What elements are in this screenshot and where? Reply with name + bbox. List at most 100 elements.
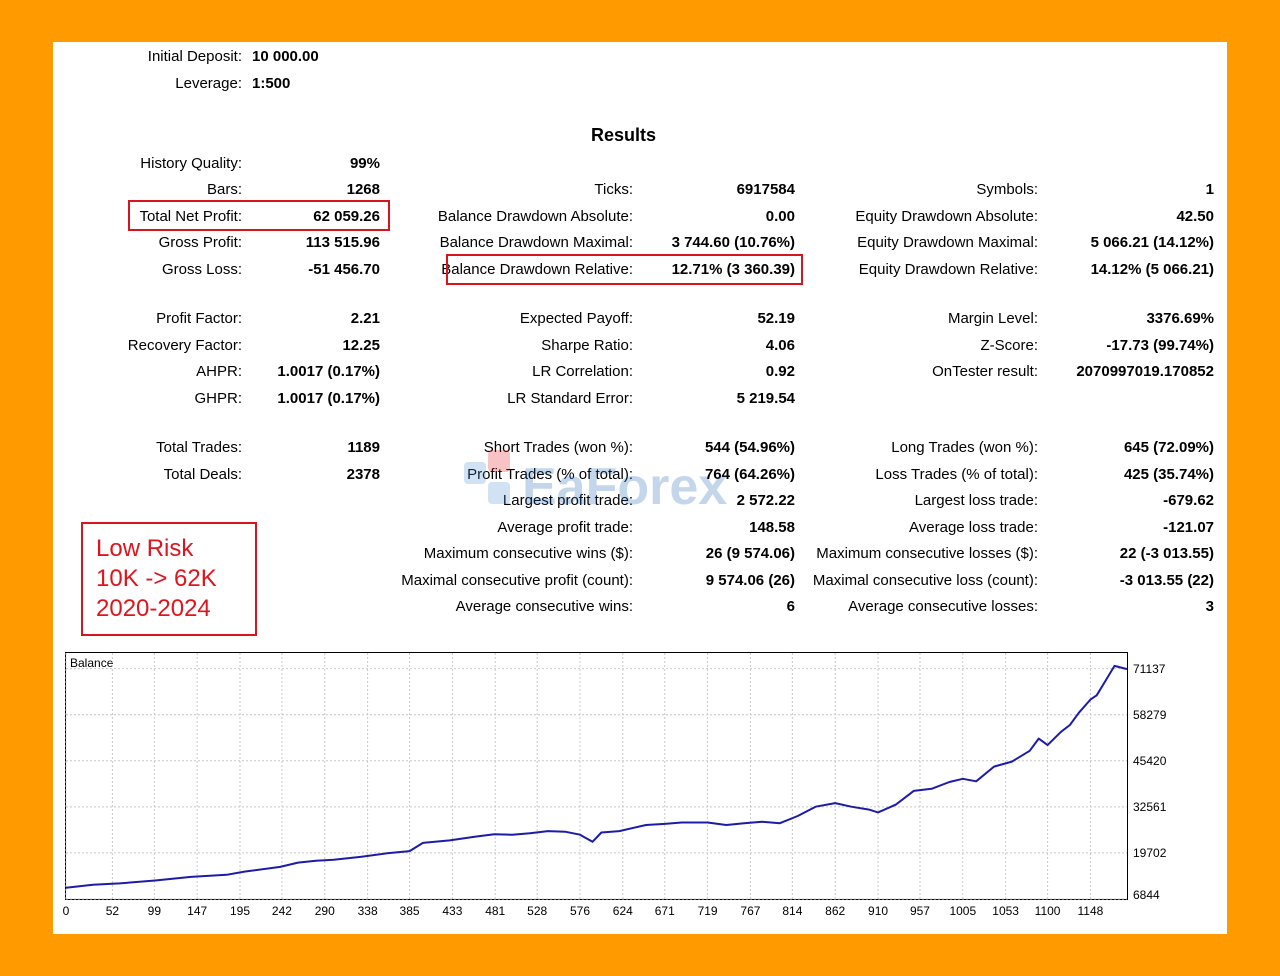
initial-deposit-value: 10 000.00 [252,48,319,65]
stat-value: 425 (35.74%) [1123,466,1214,483]
initial-deposit-label: Initial Deposit: [147,48,242,65]
stat-value: 544 (54.96%) [704,439,795,456]
stat-label: History Quality: [140,155,242,172]
stat-value: 6917584 [736,181,795,198]
stat-label: Average loss trade: [909,519,1038,536]
net-profit-highlight [128,200,390,231]
stat-value: 4.06 [765,337,795,354]
stat-label: GHPR: [194,390,242,407]
stat-label: Loss Trades (% of total): [875,466,1038,483]
y-tick-label: 71137 [1133,661,1166,676]
x-tick-label: 52 [105,904,120,918]
x-tick-label: 481 [485,904,506,918]
stat-value: 6 [786,598,795,615]
stat-label: OnTester result: [932,363,1038,380]
stat-value: 113 515.96 [305,234,380,251]
stat-label: Bars: [206,181,242,198]
stat-label: Maximum consecutive losses ($): [816,545,1038,562]
y-tick-label: 6844 [1133,888,1160,902]
x-tick-label: 528 [527,904,548,918]
stat-label: Ticks: [594,181,633,198]
stat-value: -51 456.70 [308,261,380,278]
stat-label: Maximum consecutive wins ($): [423,545,633,562]
stat-label: Total Net Profit: [139,208,242,225]
x-tick-label: 99 [147,904,162,918]
stat-label: Symbols: [976,181,1038,198]
stat-value: 99% [349,155,380,172]
x-tick-label: 385 [399,904,420,918]
x-tick-label: 242 [271,904,292,918]
stat-value: 52.19 [757,310,795,327]
stat-value: 1.0017 (0.17%) [277,363,380,380]
x-tick-label: 147 [187,904,208,918]
stat-value: 2 572.22 [736,492,795,509]
stat-label: LR Standard Error: [507,390,633,407]
x-tick-label: 433 [442,904,463,918]
stat-label: Long Trades (won %): [891,439,1038,456]
x-tick-label: 957 [909,904,930,918]
stat-label: Balance Drawdown Maximal: [439,234,633,251]
stat-value: 3376.69% [1146,310,1214,327]
stat-label: Equity Drawdown Relative: [858,261,1038,278]
x-tick-label: 1005 [949,904,977,918]
note-line-growth: 10K -> 62K [96,565,217,592]
stat-label: Sharpe Ratio: [541,337,633,354]
stat-value: 12.25 [342,337,380,354]
stat-label: Profit Factor: [156,310,242,327]
stat-value: 42.50 [1176,208,1214,225]
stat-label: Average consecutive losses: [848,598,1038,615]
balance-chart [65,652,1128,900]
stat-value: -121.07 [1163,519,1214,536]
stat-value: 9 574.06 (26) [705,572,795,589]
stat-label: Margin Level: [947,310,1038,327]
stat-value: 148.58 [749,519,795,536]
x-tick-label: 862 [825,904,846,918]
stat-value: -679.62 [1163,492,1214,509]
stat-label: Total Trades: [156,439,242,456]
stat-value: 1189 [347,439,380,456]
stat-value: -3 013.55 (22) [1119,572,1214,589]
x-tick-label: 338 [357,904,378,918]
x-tick-label: 767 [740,904,761,918]
stat-value: 2.21 [350,310,380,327]
stat-value: 764 (64.26%) [704,466,795,483]
stat-label: Average profit trade: [497,519,633,536]
stat-value: 3 [1205,598,1214,615]
stat-label: Average consecutive wins: [455,598,633,615]
chart-title: Balance [70,656,114,670]
stat-label: Profit Trades (% of total): [467,466,633,483]
x-tick-label: 290 [314,904,335,918]
stat-value: 2378 [346,466,380,483]
stat-value: -17.73 (99.74%) [1106,337,1214,354]
stat-label: Balance Drawdown Absolute: [437,208,633,225]
stat-value: 5 219.54 [736,390,795,407]
x-tick-label: 719 [697,904,718,918]
x-tick-label: 814 [782,904,803,918]
stat-value: 26 (9 574.06) [705,545,795,562]
stat-label: Largest profit trade: [502,492,633,509]
stat-value: 1 [1205,181,1214,198]
stat-value: 5 066.21 (14.12%) [1090,234,1214,251]
x-tick-label: 1100 [1034,904,1061,918]
note-line-risk: Low Risk [96,535,194,562]
stat-label: Maximal consecutive loss (count): [812,572,1038,589]
results-title: Results [590,125,657,145]
x-tick-label: 910 [868,904,889,918]
x-tick-label: 1053 [992,904,1019,918]
stat-label: Short Trades (won %): [483,439,633,456]
drawdown-relative-highlight [446,254,803,285]
x-tick-label: 576 [569,904,590,918]
stat-value: 22 (-3 013.55) [1119,545,1214,562]
x-tick-label: 0 [62,904,70,918]
stat-value: 1.0017 (0.17%) [277,390,380,407]
stat-value: 645 (72.09%) [1123,439,1214,456]
x-tick-label: 671 [654,904,675,918]
stat-label: Z-Score: [980,337,1038,354]
stat-value: 3 744.60 (10.76%) [671,234,795,251]
stat-label: Equity Drawdown Absolute: [855,208,1038,225]
leverage-value: 1:500 [252,75,291,92]
x-tick-label: 624 [612,904,633,918]
stat-value: 0.92 [765,363,795,380]
stat-label: Balance Drawdown Relative: [441,261,633,278]
stat-value: 62 059.26 [313,208,380,225]
